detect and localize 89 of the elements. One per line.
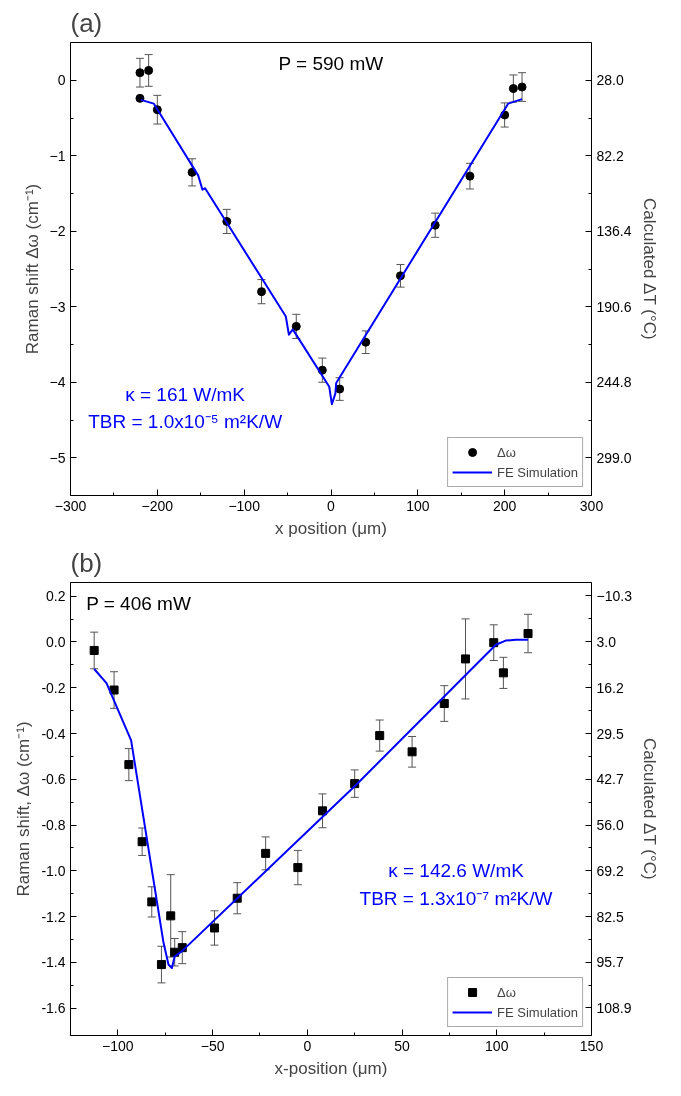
x-axis-title: x position (μm) (275, 518, 387, 538)
y2-tick-label: 95.7 (596, 954, 624, 971)
y-tick-label: -1.6 (41, 1000, 66, 1017)
x-tick-label: 0 (327, 497, 336, 514)
y-tick-label: −1 (49, 147, 66, 164)
y-tick-label: -0.6 (41, 771, 66, 788)
chart-title: (b) (70, 547, 103, 578)
y-tick-label: -1.2 (41, 908, 66, 925)
y2-tick-label: 136.4 (596, 223, 632, 240)
point (257, 287, 267, 297)
y2-axis-title: Calculated ΔT (°C) (639, 198, 659, 340)
annotation: TBR = 1.3x10⁻⁷ m²K/W (359, 887, 553, 909)
y2-tick-label: 82.5 (596, 908, 624, 925)
point (166, 911, 176, 921)
point (291, 321, 301, 331)
point (137, 837, 147, 847)
x-tick-label: 300 (579, 497, 604, 514)
y2-tick-label: 108.9 (596, 999, 632, 1016)
point (439, 699, 449, 709)
point (135, 93, 145, 103)
annotation: TBR = 1.0x10⁻⁵ m²K/W (88, 411, 283, 433)
y-tick-label: 0.0 (46, 633, 66, 650)
x-tick-label: 150 (579, 1037, 604, 1054)
y2-tick-label: 3.0 (596, 633, 617, 650)
annotation: κ = 161 W/mK (125, 383, 246, 405)
x-tick-label: 50 (394, 1037, 411, 1054)
point (317, 806, 327, 816)
y-tick-label: 0.2 (46, 588, 66, 605)
point (124, 760, 134, 770)
point (135, 68, 145, 78)
y2-tick-label: 29.5 (596, 725, 624, 742)
y2-tick-label: 190.6 (596, 298, 632, 315)
y2-tick-label: 299.0 (596, 449, 632, 466)
y2-tick-label: 244.8 (596, 374, 632, 391)
x-tick-label: −200 (141, 497, 174, 514)
y-axis-title: Raman shift Δω (cm⁻¹) (22, 183, 42, 355)
legend-label: Δω (497, 984, 517, 1000)
x-tick-label: 100 (485, 1037, 509, 1054)
y-tick-label: −5 (49, 449, 66, 466)
y-tick-label: -1.0 (41, 862, 66, 879)
y-tick-label: −4 (49, 374, 66, 391)
y-axis-title: Raman shift, Δω (cm⁻¹) (14, 721, 34, 897)
x-tick-label: −100 (102, 1037, 134, 1054)
y-tick-label: -1.4 (41, 954, 66, 971)
legend-label: FE Simulation (497, 464, 578, 480)
point (335, 384, 345, 394)
y2-tick-label: 42.7 (596, 771, 624, 788)
x-tick-label: 100 (406, 497, 430, 514)
y2-tick-label: −10.3 (596, 587, 633, 604)
y-tick-label: -0.2 (41, 679, 66, 696)
annotation: P = 406 mW (86, 593, 191, 615)
point (147, 897, 157, 907)
point (209, 923, 219, 933)
point (517, 82, 527, 92)
x-axis-title: x-position (μm) (274, 1058, 388, 1078)
point (261, 848, 271, 858)
y2-tick-label: 16.2 (596, 679, 624, 696)
point (461, 654, 471, 664)
x-tick-label: −100 (228, 497, 261, 514)
x-tick-label: 200 (492, 497, 517, 514)
y2-tick-label: 56.0 (596, 817, 624, 834)
y-tick-label: −3 (49, 298, 66, 315)
point (375, 731, 385, 741)
legend-label: Δω (497, 444, 517, 460)
y2-tick-label: 82.2 (596, 147, 624, 164)
point (109, 685, 119, 695)
y2-tick-label: 28.0 (596, 72, 624, 89)
y-tick-label: 0 (57, 72, 66, 89)
y-tick-label: −2 (49, 223, 66, 240)
y2-tick-label: 69.2 (596, 862, 624, 879)
x-tick-label: 0 (303, 1037, 312, 1054)
point (293, 863, 303, 873)
legend-label: FE Simulation (497, 1004, 578, 1020)
point (465, 171, 475, 181)
y-tick-label: -0.4 (41, 725, 66, 742)
point (156, 960, 166, 970)
annotation: P = 590 mW (278, 53, 384, 75)
point (498, 668, 508, 678)
point (89, 645, 99, 655)
x-tick-label: −50 (200, 1037, 225, 1054)
point (407, 747, 417, 757)
annotation: κ = 142.6 W/mK (388, 860, 525, 882)
y-tick-label: -0.8 (41, 817, 66, 834)
point (508, 84, 518, 94)
x-tick-label: −300 (54, 497, 87, 514)
point (144, 65, 154, 75)
point (523, 629, 533, 639)
y2-axis-title: Calculated ΔT (°C) (639, 738, 659, 880)
chart-title: (a) (70, 7, 103, 38)
